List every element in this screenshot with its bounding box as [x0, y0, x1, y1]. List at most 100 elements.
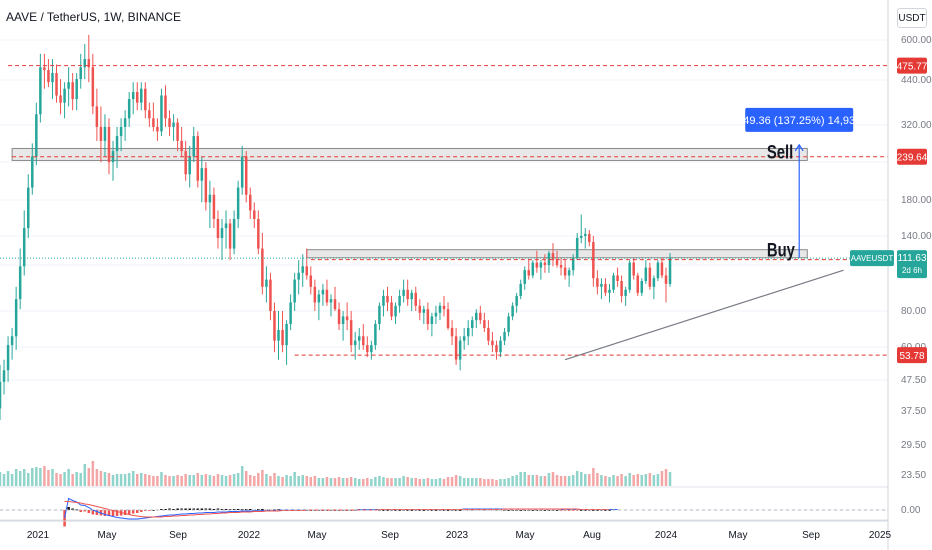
candle-body	[164, 95, 167, 119]
volume-bar	[208, 475, 212, 486]
macd-hist-bar	[406, 510, 409, 511]
candle-body	[119, 126, 123, 137]
currency-button[interactable]: USDT	[897, 8, 927, 28]
macd-hist-bar	[140, 510, 143, 512]
volume-bar	[31, 468, 34, 486]
macd-hist-bar	[115, 510, 119, 516]
candle-body	[293, 279, 296, 303]
volume-bar	[0, 472, 2, 486]
volume-bar	[43, 466, 46, 486]
candle-body	[289, 302, 292, 325]
volume-bar	[535, 475, 539, 486]
symbol-tag-bg	[850, 250, 894, 267]
volume-bar	[450, 477, 454, 486]
candle-body	[616, 275, 619, 282]
macd-hist-bar	[91, 510, 95, 515]
trendline[interactable]	[564, 269, 844, 361]
candle-body	[454, 336, 458, 360]
candle-body	[329, 299, 333, 303]
macd-hist-bar	[446, 510, 450, 511]
volume-bar	[616, 476, 619, 486]
candle-body	[426, 309, 430, 325]
candle-body	[555, 260, 559, 266]
level-tag: 239.64	[897, 153, 928, 164]
candle-body	[551, 253, 555, 261]
candle-body	[200, 168, 204, 181]
candle-body	[374, 324, 377, 346]
level-tag: 53.78	[899, 351, 924, 362]
measure-tool[interactable]: 149.36 (137.25%) 14,936	[737, 107, 861, 258]
candle-body	[475, 312, 478, 321]
measure-arrowhead	[794, 143, 804, 152]
time-tick: Sep	[802, 530, 820, 541]
candle-body	[515, 295, 518, 306]
candle-body	[398, 295, 401, 306]
candle-body	[579, 235, 583, 238]
volume-bar	[386, 478, 389, 486]
candle-body	[446, 309, 450, 328]
volume-bar	[67, 469, 70, 486]
time-tick: 2023	[446, 530, 469, 541]
macd-hist-bar	[111, 510, 115, 516]
level-tag-bg	[897, 148, 927, 165]
volume-bar	[596, 473, 599, 486]
macd-hist-bar	[79, 510, 82, 512]
macd-hist-bar	[188, 508, 191, 510]
macd-hist-bar	[67, 507, 70, 510]
volume-bar	[172, 476, 175, 486]
volume-bar	[18, 471, 22, 486]
candle-body	[608, 289, 611, 293]
volume-bar	[22, 469, 26, 486]
volume-bar	[559, 476, 563, 486]
macd-hist-bar	[127, 510, 131, 515]
macd-hist-bar	[168, 508, 171, 510]
macd-hist-bar	[579, 510, 583, 511]
candle-body	[232, 218, 236, 249]
volume-bar	[325, 477, 329, 486]
levels	[0, 65, 888, 356]
volume-bar	[382, 477, 385, 486]
candle-body	[192, 136, 195, 157]
macd-hist-bar	[571, 510, 575, 511]
candle-body	[592, 242, 595, 279]
volume-bar	[483, 479, 486, 486]
candle-body	[216, 218, 220, 238]
candle-body	[362, 336, 365, 346]
volume-bar	[551, 472, 555, 486]
zones	[11, 147, 808, 259]
volume-bar	[366, 478, 369, 486]
candle-body	[571, 257, 575, 271]
candle-body	[10, 336, 14, 346]
macd-hist-bar	[430, 510, 434, 511]
volume-bar	[265, 474, 268, 486]
price-tick: 180.00	[901, 195, 932, 206]
volume-bar	[426, 478, 430, 486]
volume-bar	[107, 473, 111, 486]
candle-body	[462, 336, 466, 341]
time-tick: 2022	[238, 530, 261, 541]
candle-body	[471, 320, 474, 328]
volume-bar	[571, 475, 575, 486]
candle-body	[567, 270, 571, 276]
candle-body	[624, 289, 627, 296]
volume-bar	[228, 475, 232, 486]
volume-bar	[567, 476, 571, 486]
volume-bar	[430, 479, 434, 486]
candle-body	[588, 233, 591, 243]
volume-bar	[51, 469, 54, 486]
candle-body	[491, 340, 494, 346]
candle-body	[543, 262, 547, 266]
volume-bar	[454, 475, 458, 486]
macd-hist-bar	[204, 508, 208, 510]
zone-rect	[11, 147, 808, 161]
candle-body	[523, 270, 526, 284]
volume-bar	[579, 472, 583, 486]
candle-body	[79, 67, 82, 80]
time-tick: May	[729, 530, 748, 541]
candle-body	[652, 278, 656, 287]
volume-bar	[378, 476, 381, 486]
candle-body	[6, 345, 10, 371]
candle-body	[55, 73, 58, 96]
time-tick: May	[516, 530, 535, 541]
